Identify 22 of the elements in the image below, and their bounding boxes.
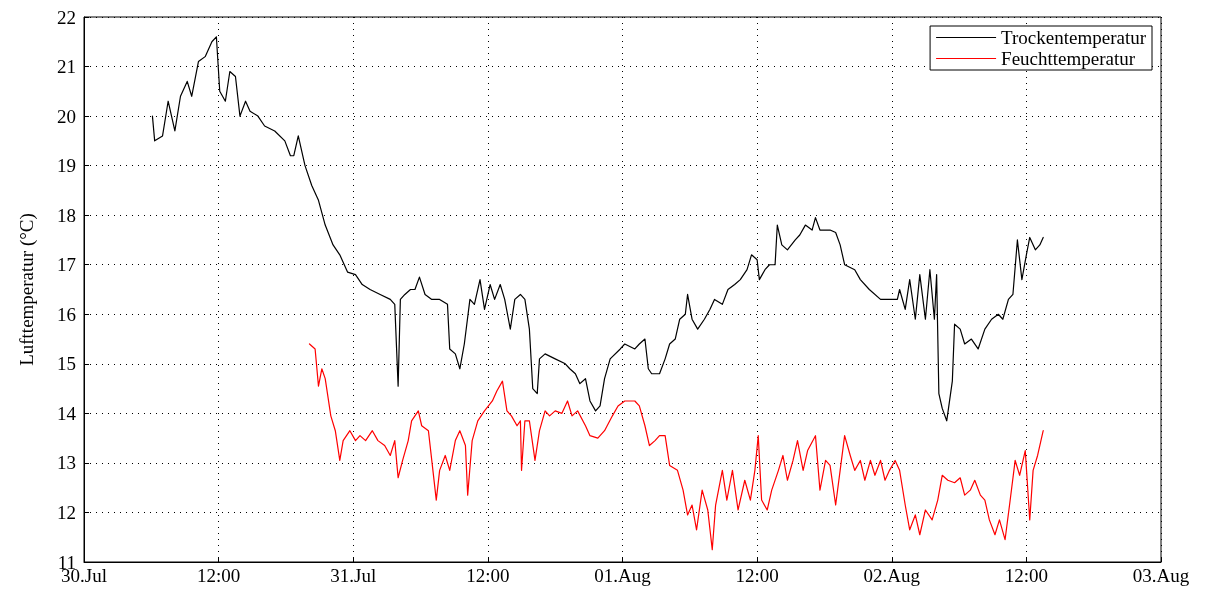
y-tick-label: 18 [57,204,76,226]
x-tick-label: 12:00 [1004,565,1049,586]
y-tick-label: 14 [57,402,77,424]
y-tick-label: 15 [57,353,76,375]
x-tick-label: 12:00 [196,565,241,586]
x-tick-label: 01.Aug [594,565,652,586]
legend-label: Trockentemperatur [1001,27,1147,48]
x-tick-label: 03.Aug [1132,565,1190,586]
legend-label: Feuchttemperatur [1001,48,1136,69]
y-tick-label: 20 [57,105,76,127]
y-tick-label: 17 [57,254,76,276]
x-tick-label: 12:00 [735,565,779,586]
y-tick-label: 13 [57,452,76,474]
y-axis-title: Lufttemperatur (°C) [16,213,38,366]
y-tick-label: 21 [57,56,76,78]
y-tick-label: 12 [57,501,76,523]
y-tick-label: 22 [57,6,76,28]
y-tick-label: 19 [57,155,76,177]
x-tick-label: 12:00 [466,565,510,586]
y-tick-label: 16 [57,303,76,325]
x-tick-label: 02.Aug [863,565,921,586]
x-tick-label: 31.Jul [330,565,377,586]
